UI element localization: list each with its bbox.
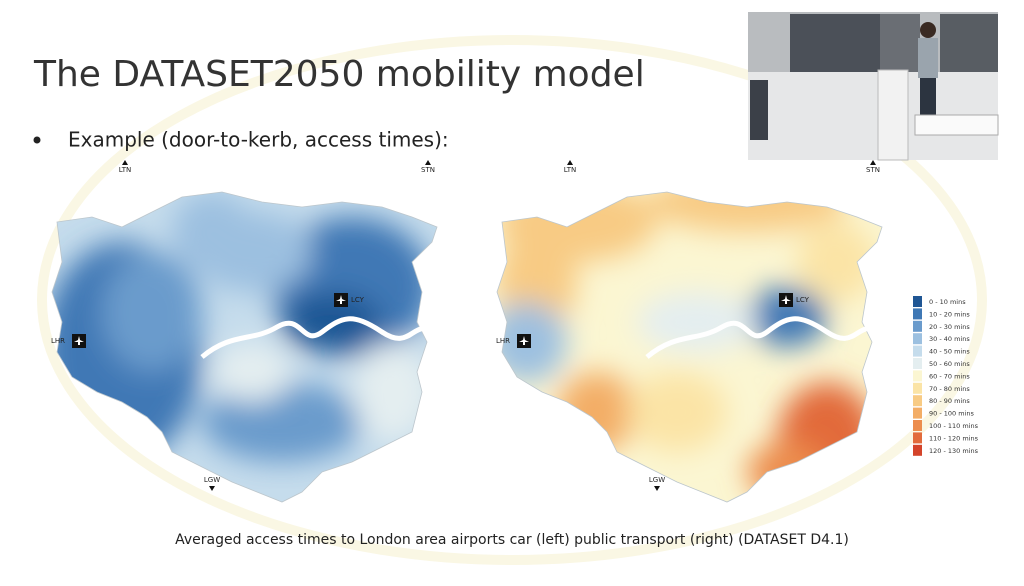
map-zone <box>352 342 432 442</box>
legend-swatch <box>913 444 922 456</box>
legend-label: 50 - 60 mins <box>929 360 970 368</box>
airport-label: LCY <box>351 296 365 304</box>
direction-arrow <box>122 160 128 165</box>
airport-plane <box>781 295 791 304</box>
river-thames <box>200 316 439 359</box>
legend-label: 40 - 50 mins <box>929 348 970 356</box>
bullet-text: Example (door-to-kerb, access times): <box>68 128 449 152</box>
legend-swatch <box>913 320 922 332</box>
legend-swatch <box>913 358 922 369</box>
airport-label: LHR <box>51 337 65 345</box>
map-zone <box>627 372 727 452</box>
legend-label: 30 - 40 mins <box>929 335 970 343</box>
airport-label: LTN <box>564 166 576 174</box>
map-zone <box>637 292 757 352</box>
legend-swatch <box>913 395 922 407</box>
legend-swatch <box>913 382 922 394</box>
background-swirl <box>37 35 987 565</box>
airport-label: STN <box>866 166 880 174</box>
direction-arrow <box>567 160 573 165</box>
direction-arrow <box>209 486 215 491</box>
legend-label: 110 - 120 mins <box>929 434 979 442</box>
legend-label: 120 - 130 mins <box>929 447 979 455</box>
map-zone <box>797 222 877 302</box>
legend-label: 100 - 110 mins <box>929 422 979 430</box>
map-outline <box>51 191 438 503</box>
map-zone <box>102 252 202 372</box>
legend-swatch <box>913 432 922 444</box>
direction-arrow <box>425 160 431 165</box>
bullet-dot <box>33 136 41 144</box>
airport-plane <box>336 295 346 304</box>
map-outline <box>496 191 883 503</box>
airport-label: LGW <box>204 476 220 484</box>
legend-swatch <box>913 308 922 320</box>
legend-swatch <box>913 296 922 307</box>
slide-title: The DATASET2050 mobility model <box>33 54 645 95</box>
map-zone <box>172 192 252 272</box>
legend-swatch <box>913 420 922 431</box>
airport-plane <box>519 336 529 345</box>
legend-swatch <box>913 345 922 357</box>
direction-arrow <box>654 486 660 491</box>
legend-label: 80 - 90 mins <box>929 397 970 405</box>
video-inset <box>748 12 999 161</box>
legend-label: 70 - 80 mins <box>929 385 970 393</box>
airport-label: LGW <box>649 476 665 484</box>
airport-plane <box>74 336 84 345</box>
map-zone <box>202 382 362 462</box>
direction-arrow <box>870 160 876 165</box>
legend-swatch <box>913 333 922 345</box>
caption: Averaged access times to London area air… <box>175 532 849 548</box>
legend: 0 - 10 mins 10 - 20 mins 20 - 30 mins 30 - … <box>913 296 979 456</box>
map-zone <box>282 292 382 352</box>
legend-label: 0 - 10 mins <box>929 298 966 306</box>
map-zone <box>212 342 292 402</box>
legend-label: 90 - 100 mins <box>929 410 974 418</box>
airport-label: LHR <box>496 337 510 345</box>
airport-label: STN <box>421 166 435 174</box>
legend-label: 60 - 70 mins <box>929 372 970 380</box>
legend-label: 20 - 30 mins <box>929 323 970 331</box>
legend-swatch <box>913 407 922 419</box>
legend-swatch <box>913 370 922 382</box>
airport-label: LCY <box>796 296 810 304</box>
river-thames <box>645 316 884 359</box>
airport-label: LTN <box>119 166 131 174</box>
legend-label: 10 - 20 mins <box>929 310 970 318</box>
